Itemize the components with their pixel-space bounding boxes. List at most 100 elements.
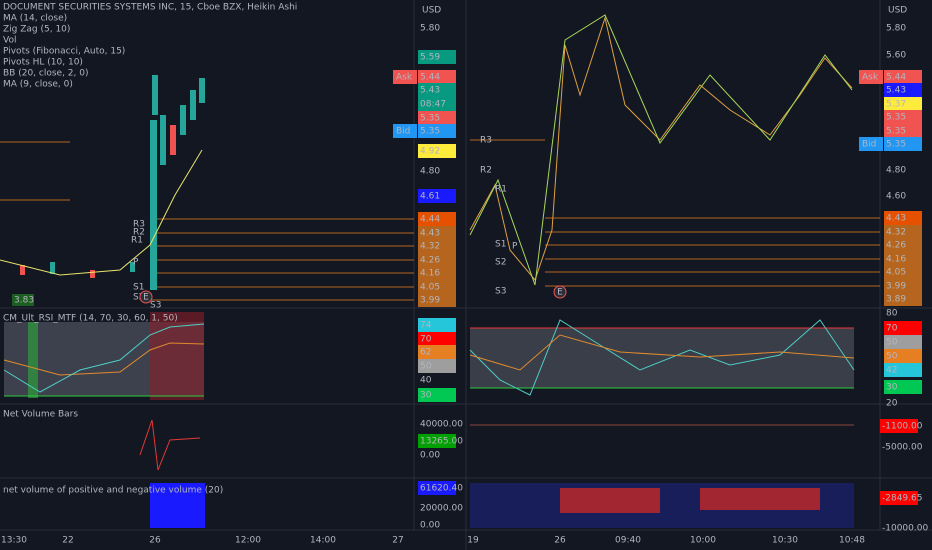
time-label: 14:00 bbox=[310, 536, 336, 546]
price-label: 5.43 bbox=[886, 86, 906, 96]
price-label: 5.35 bbox=[886, 127, 906, 137]
price-label: 5.43 bbox=[420, 86, 440, 96]
price-label: 3.99 bbox=[886, 282, 906, 292]
panel-title: Net Volume Bars bbox=[3, 410, 78, 420]
price-badge bbox=[884, 211, 922, 225]
price-badge bbox=[418, 280, 456, 294]
price-label: 5.80 bbox=[886, 24, 906, 34]
price-label: 5.35 bbox=[420, 127, 440, 137]
legend-line: Pivots HL (10, 10) bbox=[3, 58, 83, 68]
price-badge bbox=[880, 491, 918, 505]
pivot-label: P bbox=[512, 242, 518, 252]
price-label: 50 bbox=[886, 352, 898, 362]
legend-line: BB (20, close, 2, 0) bbox=[3, 69, 88, 79]
price-label: 5.44 bbox=[420, 73, 440, 83]
ask-label: Ask bbox=[396, 73, 413, 83]
pivot-label: R2 bbox=[133, 228, 145, 238]
pivot-label: S1 bbox=[133, 283, 144, 293]
price-label: 4.32 bbox=[420, 242, 440, 252]
rsi-line-fast bbox=[3, 323, 205, 393]
pivot-label: R3 bbox=[480, 136, 492, 146]
price-label: 40 bbox=[420, 376, 432, 386]
price-badge bbox=[418, 359, 456, 373]
pivot-label: R2 bbox=[480, 166, 492, 176]
price-line bbox=[469, 16, 853, 282]
price-label: -1100.00 bbox=[882, 422, 923, 432]
time-label: 10:48 bbox=[839, 536, 865, 546]
price-label: 50 bbox=[886, 338, 898, 348]
price-badge bbox=[884, 363, 922, 377]
price-badge bbox=[418, 50, 456, 64]
price-label: 4.26 bbox=[420, 256, 440, 266]
price-badge bbox=[418, 212, 456, 226]
legend-line: MA (9, close, 0) bbox=[3, 80, 73, 90]
price-label: 4.43 bbox=[886, 214, 906, 224]
price-badge bbox=[418, 266, 456, 280]
price-badge bbox=[884, 279, 922, 293]
price-badge bbox=[884, 225, 922, 239]
price-badge bbox=[418, 239, 456, 253]
price-badge bbox=[884, 97, 922, 111]
price-label: 4.92 bbox=[420, 147, 440, 157]
rsi-line bbox=[3, 342, 205, 376]
rsi-band bbox=[470, 328, 854, 388]
price-label: 20000.00 bbox=[420, 504, 463, 514]
netvol-line bbox=[139, 419, 201, 471]
low-label: 3.83 bbox=[14, 296, 34, 306]
price-badge bbox=[884, 265, 922, 279]
pivot-label: R1 bbox=[495, 185, 507, 195]
price-badge bbox=[418, 97, 456, 111]
price-badge bbox=[418, 226, 456, 240]
price-label: 4.26 bbox=[886, 241, 906, 251]
pivot-label: S2 bbox=[133, 293, 144, 303]
time-label: 22 bbox=[62, 536, 73, 546]
price-label: 30 bbox=[420, 391, 432, 401]
price-badge bbox=[418, 434, 456, 448]
price-label: 3.99 bbox=[420, 296, 440, 306]
ask-label: Ask bbox=[862, 73, 879, 83]
time-label: 10:00 bbox=[690, 536, 716, 546]
zigzag-line bbox=[469, 14, 853, 286]
ask-badge bbox=[859, 70, 883, 84]
price-label: 42 bbox=[886, 366, 897, 376]
pivot-label: S3 bbox=[495, 287, 506, 297]
rsi-zone bbox=[28, 322, 38, 398]
price-badge bbox=[418, 293, 456, 307]
pivot-label: P bbox=[133, 258, 139, 268]
price-badge bbox=[418, 481, 456, 495]
price-label: 62 bbox=[420, 348, 431, 358]
price-label: -5000.00 bbox=[882, 443, 923, 453]
bid-label: Bid bbox=[862, 140, 876, 150]
price-badge bbox=[418, 332, 456, 346]
price-badge bbox=[884, 110, 922, 124]
price-badge bbox=[884, 380, 922, 394]
legend-line: Zig Zag (5, 10) bbox=[3, 25, 70, 35]
price-label: 4.05 bbox=[420, 283, 440, 293]
price-badge bbox=[884, 124, 922, 138]
price-label: 80 bbox=[886, 309, 898, 319]
price-label: 13265.00 bbox=[420, 437, 463, 447]
legend-line: Vol bbox=[3, 36, 16, 46]
price-badge bbox=[884, 335, 922, 349]
legend-line: DOCUMENT SECURITIES SYSTEMS INC, 15, Cbo… bbox=[3, 3, 297, 13]
price-badge bbox=[884, 238, 922, 252]
price-badge bbox=[418, 318, 456, 332]
time-label: 26 bbox=[149, 536, 161, 546]
pivot-label: S2 bbox=[495, 258, 506, 268]
price-label: 70 bbox=[886, 324, 898, 334]
ask-badge bbox=[393, 70, 417, 84]
price-label: 5.59 bbox=[420, 53, 440, 63]
posneg-area bbox=[560, 488, 660, 513]
price-label: 61620.40 bbox=[420, 484, 463, 494]
price-badge bbox=[884, 349, 922, 363]
price-label: 4.43 bbox=[420, 229, 440, 239]
price-badge bbox=[884, 83, 922, 97]
panel-title: net volume of positive and negative volu… bbox=[3, 486, 223, 496]
price-label: 5.80 bbox=[420, 24, 440, 34]
legend-line: MA (14, close) bbox=[3, 14, 67, 24]
price-label: 08:47 bbox=[420, 100, 446, 110]
time-label: 10:30 bbox=[772, 536, 798, 546]
price-label: -10000.00 bbox=[882, 524, 928, 534]
price-label: 74 bbox=[420, 321, 432, 331]
